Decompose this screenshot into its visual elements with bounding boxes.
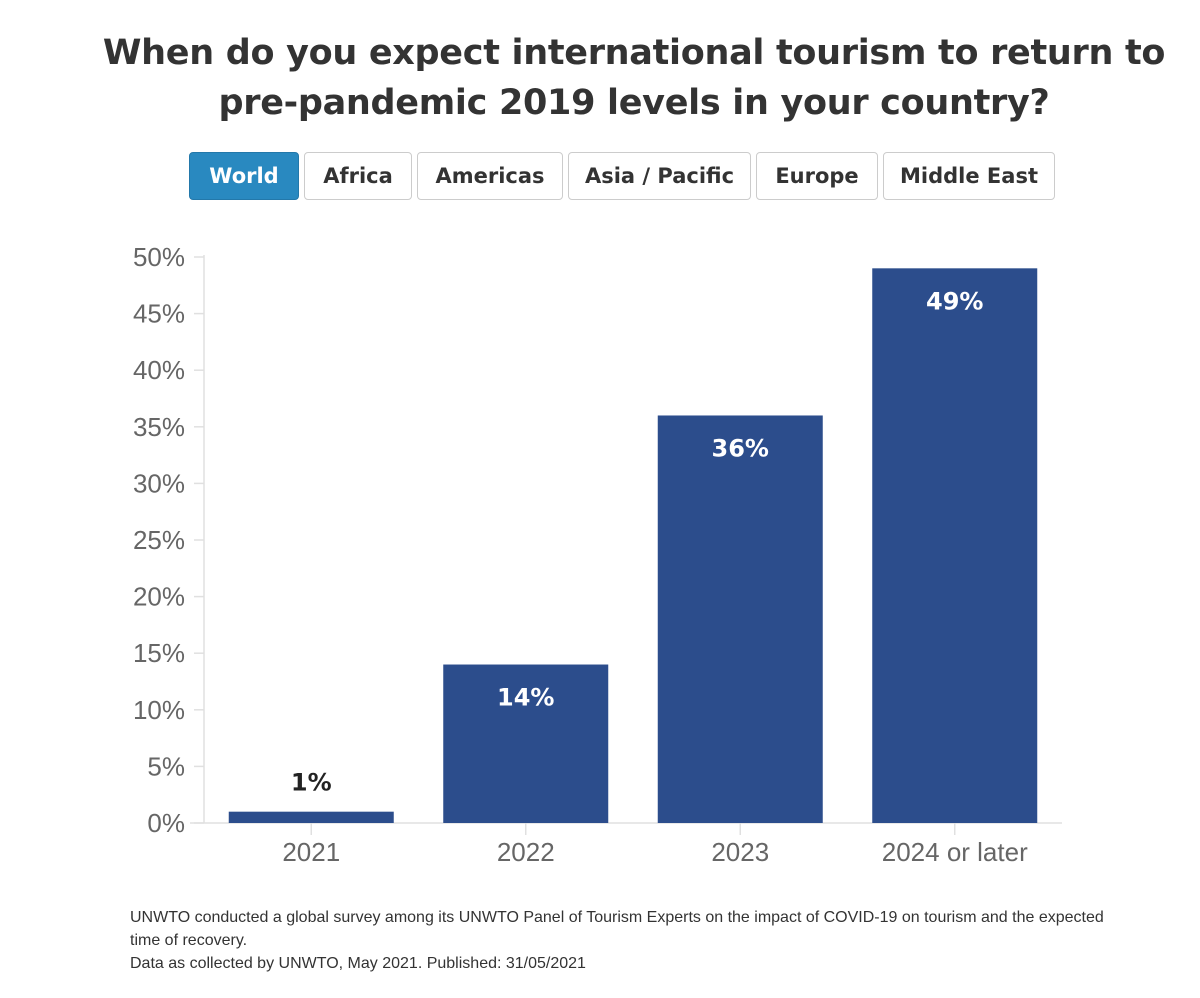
data-label: 49% — [926, 287, 983, 315]
bar — [872, 268, 1038, 823]
y-tick-label: 25% — [133, 525, 185, 555]
y-tick-label: 5% — [147, 751, 185, 781]
y-tick-label: 50% — [133, 242, 185, 272]
y-tick-label: 35% — [133, 412, 185, 442]
bar — [657, 415, 823, 823]
y-tick-label: 10% — [133, 695, 185, 725]
tab-americas[interactable]: Americas — [417, 152, 563, 200]
chart-title: When do you expect international tourism… — [0, 28, 1200, 128]
footnote-source: Data as collected by UNWTO, May 2021. Pu… — [130, 955, 586, 972]
footnote-survey: UNWTO conducted a global survey among it… — [130, 909, 1104, 949]
x-tick-label: 2023 — [711, 837, 769, 867]
y-tick-label: 20% — [133, 582, 185, 612]
chart-title-line-1: When do you expect international tourism… — [102, 33, 1166, 73]
tab-asia-pacific[interactable]: Asia / Pacific — [568, 152, 751, 200]
data-label: 1% — [291, 769, 332, 797]
y-tick-label: 0% — [147, 808, 185, 838]
x-tick-label: 2022 — [497, 837, 555, 867]
y-tick-label: 40% — [133, 355, 185, 385]
data-label: 14% — [497, 684, 554, 712]
y-tick-label: 30% — [133, 468, 185, 498]
bar — [228, 811, 394, 823]
region-tabs: World Africa Americas Asia / Pacific Eur… — [189, 152, 1055, 200]
x-tick-label: 2021 — [282, 837, 340, 867]
tab-middle-east[interactable]: Middle East — [883, 152, 1055, 200]
footnote: UNWTO conducted a global survey among it… — [130, 906, 1130, 975]
y-tick-label: 45% — [133, 299, 185, 329]
y-tick-label: 15% — [133, 638, 185, 668]
chart-title-line-2: pre-pandemic 2019 levels in your country… — [218, 83, 1050, 123]
x-tick-label: 2024 or later — [882, 837, 1028, 867]
data-label: 36% — [712, 434, 769, 462]
tab-africa[interactable]: Africa — [304, 152, 412, 200]
bar — [443, 664, 609, 823]
bar-chart: 0% 5% 10% 15% 20% 25% 30% 35% 40% 45% 50% 2021 1% 202… — [133, 242, 1062, 867]
tab-world[interactable]: World — [189, 152, 299, 200]
tab-europe[interactable]: Europe — [756, 152, 878, 200]
